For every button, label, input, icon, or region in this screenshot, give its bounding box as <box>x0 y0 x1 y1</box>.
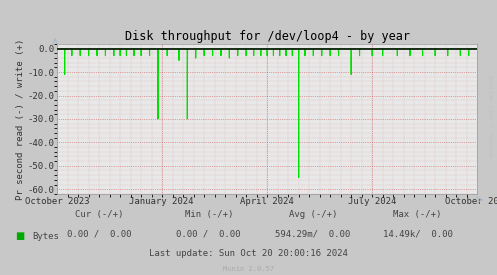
Text: 14.49k/  0.00: 14.49k/ 0.00 <box>383 230 452 238</box>
Text: Last update: Sun Oct 20 20:00:16 2024: Last update: Sun Oct 20 20:00:16 2024 <box>149 249 348 258</box>
Text: 0.00 /  0.00: 0.00 / 0.00 <box>176 230 241 238</box>
Text: 594.29m/  0.00: 594.29m/ 0.00 <box>275 230 351 238</box>
Text: Bytes: Bytes <box>32 232 59 241</box>
Text: Munin 2.0.57: Munin 2.0.57 <box>223 266 274 272</box>
Text: 0.00 /  0.00: 0.00 / 0.00 <box>67 230 132 238</box>
Y-axis label: Pr second read (-) / write (+): Pr second read (-) / write (+) <box>16 38 25 200</box>
Text: Avg (-/+): Avg (-/+) <box>289 210 337 219</box>
Text: Max (-/+): Max (-/+) <box>393 210 442 219</box>
Text: Cur (-/+): Cur (-/+) <box>75 210 124 219</box>
Text: Min (-/+): Min (-/+) <box>184 210 233 219</box>
Text: RRDTOOL / TOBI OETIKER: RRDTOOL / TOBI OETIKER <box>490 74 495 157</box>
Text: ■: ■ <box>15 232 24 241</box>
Title: Disk throughput for /dev/loop4 - by year: Disk throughput for /dev/loop4 - by year <box>125 30 410 43</box>
